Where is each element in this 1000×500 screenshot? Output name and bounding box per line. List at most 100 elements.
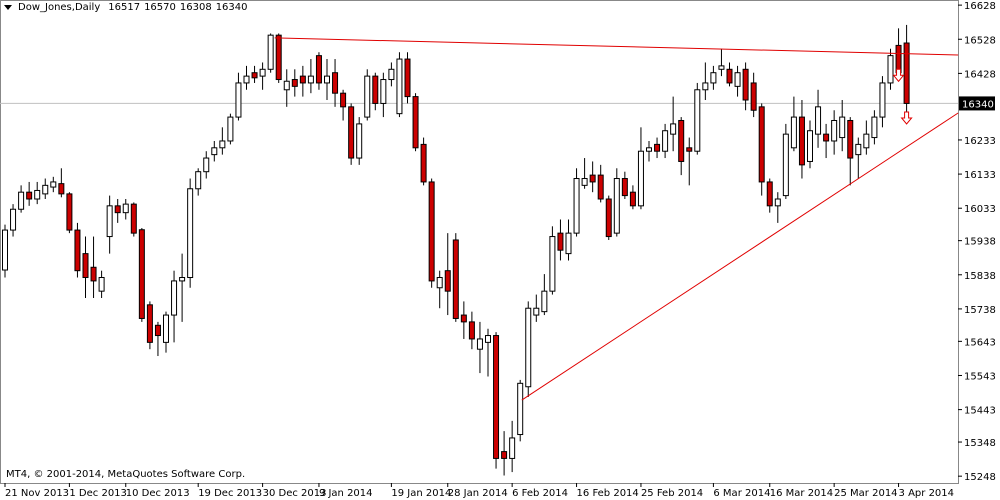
candle-body <box>533 307 540 316</box>
candle-body <box>468 321 475 340</box>
y-tick-label: 15348 <box>964 438 996 449</box>
candle-body <box>605 198 612 238</box>
signal-arrow <box>900 111 913 125</box>
candle-body <box>750 82 757 111</box>
candle-body <box>2 229 8 271</box>
candle-body <box>637 150 644 207</box>
candle-body <box>332 72 339 94</box>
y-tick-label: 16033 <box>964 204 996 215</box>
candle-body <box>621 178 628 197</box>
candle-body <box>774 198 781 207</box>
candle-body <box>807 130 813 162</box>
candle-body <box>179 277 186 282</box>
candle-body <box>243 75 250 84</box>
x-tick-label: 16 Mar 2014 <box>770 488 833 499</box>
candle-body <box>251 72 258 79</box>
candle-body <box>549 236 556 292</box>
candle-body <box>356 123 363 159</box>
candle-body <box>98 277 105 292</box>
x-tick-label: 19 Dec 2013 <box>198 488 262 499</box>
candle-body <box>307 75 314 84</box>
candle-body <box>227 116 234 142</box>
x-tick-label: 19 Jan 2014 <box>391 488 451 499</box>
candle-body <box>871 116 878 139</box>
candle-body <box>823 133 830 142</box>
candle-body <box>855 143 862 156</box>
y-tick-label: 16233 <box>964 136 996 147</box>
symbol: Dow_Jones,Daily <box>18 2 101 13</box>
x-tick-label: 10 Dec 2013 <box>126 488 190 499</box>
candle-body <box>58 183 65 195</box>
candle-body <box>195 171 202 190</box>
y-tick-label: 15738 <box>964 305 996 316</box>
trendline <box>274 37 959 56</box>
candle-body <box>517 382 524 436</box>
candle-body <box>444 270 451 292</box>
y-tick-label: 15938 <box>964 237 996 248</box>
candle-body <box>106 205 113 238</box>
candle-body <box>460 314 467 323</box>
signal-arrow <box>892 68 905 83</box>
candle-body <box>42 184 49 195</box>
ohlc-open: 16517 <box>108 2 141 13</box>
candle-body <box>887 55 894 84</box>
plot-frame <box>0 0 959 484</box>
candle-body <box>646 147 652 152</box>
candle-body <box>879 82 886 118</box>
candle-body <box>219 140 226 149</box>
y-tick-label: 15838 <box>964 271 996 282</box>
candle-body <box>726 68 733 84</box>
candle-body <box>420 143 427 183</box>
candle-body <box>839 116 846 139</box>
candle-body <box>388 68 395 81</box>
trendline <box>521 112 959 401</box>
candle-body <box>283 80 290 91</box>
candle-body <box>259 68 266 77</box>
candle-body <box>766 181 773 207</box>
candle-body <box>299 75 306 84</box>
candle-body <box>163 314 169 343</box>
menu-triangle[interactable] <box>4 5 12 10</box>
chart-header: Dow_Jones,Daily 16517 16570 16308 16340 <box>4 2 248 13</box>
candle-body <box>597 174 604 200</box>
y-tick-label: 16528 <box>964 35 996 46</box>
candle-body <box>903 42 910 104</box>
candle-body <box>211 147 218 156</box>
candle-body <box>565 232 572 255</box>
y-tick-label: 16628 <box>964 1 996 12</box>
candle-body <box>790 116 797 149</box>
candle-body <box>509 437 516 459</box>
candle-body <box>122 203 129 214</box>
x-tick-label: 3 Apr 2014 <box>899 488 954 499</box>
candle-body <box>629 191 636 207</box>
candle-body <box>412 96 419 149</box>
candle-body <box>396 58 403 115</box>
candle-body <box>702 82 709 91</box>
candle-body <box>493 335 500 459</box>
footer: MT4, © 2001-2014, MetaQuotes Software Co… <box>6 469 245 480</box>
candle-body <box>742 68 749 101</box>
candle-body <box>613 178 620 234</box>
candle-body <box>847 119 854 159</box>
candles <box>2 24 910 476</box>
candle-body <box>557 232 564 251</box>
candle-body <box>324 75 330 84</box>
x-tick-label: 28 Jan 2014 <box>448 488 508 499</box>
candle-body <box>171 280 178 316</box>
y-tick-label: 15443 <box>964 406 996 417</box>
candle-body <box>154 324 161 337</box>
candle-body <box>485 335 491 343</box>
candle-body <box>138 229 145 319</box>
candle-body <box>348 106 355 159</box>
x-tick-label: 1 Dec 2013 <box>69 488 127 499</box>
candle-body <box>90 266 97 282</box>
candle-body <box>114 205 121 214</box>
candle-body <box>734 72 741 87</box>
candle-body <box>541 290 548 313</box>
candle-body <box>130 203 137 234</box>
candle-body <box>146 304 153 343</box>
candle-body <box>710 72 717 84</box>
y-tick-label: 15643 <box>964 337 996 348</box>
candle-body <box>315 55 322 84</box>
candle-body <box>267 34 274 70</box>
